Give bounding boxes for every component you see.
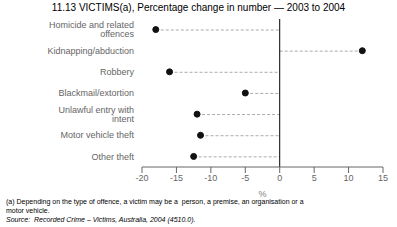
svg-text:0: 0 bbox=[277, 173, 282, 183]
svg-text:10: 10 bbox=[344, 173, 354, 183]
svg-text:Blackmail/extortion: Blackmail/extortion bbox=[58, 88, 134, 98]
html-text:Source: Recorded Crime – Victi: Source: Recorded Crime – Victims, Austra… bbox=[6, 216, 196, 223]
svg-text:Unlawful entry withintent: Unlawful entry withintent bbox=[58, 105, 134, 124]
svg-text:Motor vehicle theft: Motor vehicle theft bbox=[60, 130, 134, 140]
svg-text:5: 5 bbox=[312, 173, 317, 183]
svg-text:-15: -15 bbox=[170, 173, 183, 183]
html-text:(a) Depending on the type of o: (a) Depending on the type of offence, a … bbox=[6, 198, 304, 205]
svg-text:Robbery: Robbery bbox=[100, 67, 135, 77]
svg-text:%: % bbox=[258, 189, 266, 197]
html-text:11.13 VICTIMS(a), Percentage c: 11.13 VICTIMS(a), Percentage change in n… bbox=[51, 2, 346, 13]
svg-text:15: 15 bbox=[378, 173, 388, 183]
svg-text:Other theft: Other theft bbox=[91, 152, 134, 162]
svg-text:-5: -5 bbox=[241, 173, 249, 183]
svg-text:Kidnapping/abduction: Kidnapping/abduction bbox=[47, 46, 134, 56]
html-text:motor vehicle.: motor vehicle. bbox=[6, 207, 50, 214]
svg-text:-10: -10 bbox=[204, 173, 217, 183]
svg-text:Homicide and relatedoffences: Homicide and relatedoffences bbox=[49, 20, 135, 39]
svg-text:-20: -20 bbox=[135, 173, 148, 183]
